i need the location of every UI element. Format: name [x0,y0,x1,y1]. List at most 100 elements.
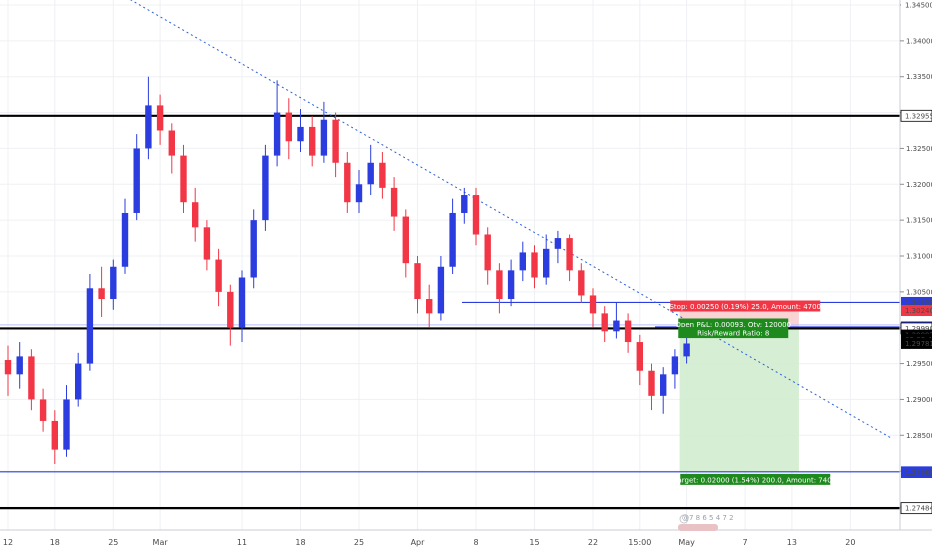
candle-body [613,320,620,332]
candle-body [414,263,421,300]
date-tick-label: 22 [588,538,598,547]
date-tick-label: 7 [743,538,748,547]
candle-body [28,356,35,400]
price-tick-label: 1.29500 [906,360,932,368]
candle-body [39,399,47,421]
price-tick-label: 1.30500 [906,288,932,296]
price-marker-box [901,305,932,317]
candle-body [402,216,409,264]
candle-body [636,342,643,371]
candle-body [344,162,351,203]
date-tick-label: 18 [50,538,60,547]
candle-body [203,227,211,260]
candle-body [624,320,632,343]
date-axis-background [0,530,900,550]
price-marker-label: 1.30240 [905,307,932,315]
date-tick-label: 13 [787,538,797,547]
candle-body [426,299,433,314]
candle-body [238,277,246,328]
candle-body [180,155,187,203]
price-marker-label: 1.30352 [905,299,932,307]
target-label-group: Target: 0.02000 (1.54%) 200.0, Amount: 7… [673,473,836,485]
candle-body [660,374,667,396]
date-tick-label: 20 [845,538,855,547]
price-tick-label: 1.28500 [906,432,932,440]
candle-body [578,270,585,296]
candle-body [110,266,117,300]
candle-body [496,270,503,300]
candle-body [472,195,480,235]
candle-body [16,356,23,375]
price-marker-label: 1.29990 [905,325,932,333]
stop-label-box [670,300,821,312]
price-marker-box [900,109,932,122]
price-tick-label: 1.32500 [906,145,932,153]
date-tick-label: Apr [411,538,426,547]
candle-body [273,112,281,156]
candle-body [227,291,234,328]
candle-body [168,130,175,156]
price-marker-box [901,0,932,11]
candle-body [332,119,339,163]
price-marker-label: 1.34500 [905,2,932,10]
candle-body [285,112,292,142]
risk-reward-label-group: Risk/Reward Ratio: 8 [678,327,789,339]
candle-body [133,148,140,213]
price-tick-label: 1.34000 [906,37,932,45]
candle-body [156,105,164,131]
price-marker-box [901,337,932,349]
candle-body [437,266,445,314]
price-marker-label: 1.29781 [905,340,932,348]
candle-body [86,288,94,364]
candle-body [531,252,538,278]
candle-body [484,234,491,271]
candle-body [589,295,597,314]
date-tick-label: 15:00 [628,538,651,547]
candle-body [215,259,222,292]
price-tick-label: 1.31000 [906,253,932,261]
candle-body [262,155,269,221]
candle-body [355,184,363,203]
target-label-box [680,473,831,485]
open-pnl-label-box [678,318,789,330]
price-tick-label: 1.29000 [906,396,932,404]
candle-body [461,195,468,213]
candle-body [250,220,257,278]
date-tick-label: 11 [237,538,247,547]
open-pnl-label: Open P&L: 0.00093, Qty: 120000 [675,321,791,329]
candle-body [192,202,199,228]
open-pnl-label-group: Open P&L: 0.00093, Qty: 120000 [675,318,791,330]
trendline [130,0,893,440]
candle-body [98,288,105,300]
candle-body [379,162,386,188]
candles-group [4,76,690,464]
candle-body [566,238,573,271]
candle-body [75,363,82,400]
watermark-icon [679,514,689,524]
target-zone [679,328,799,472]
price-marker-label: 1.27981 [905,469,932,477]
date-tick-label: 25 [108,538,118,547]
candle-body [309,126,316,156]
candle-body [543,248,550,278]
candle-body [683,343,690,357]
price-marker-box [901,467,932,479]
candle-body [297,126,304,142]
candle-body [320,119,328,156]
date-tick-label: May [678,538,695,547]
date-tick-label: 18 [295,538,305,547]
price-tick-label: 1.33500 [906,73,932,81]
stop-label-group: Stop: 0.00250 (0.19%) 25.0, Amount: 4700 [669,300,821,312]
stop-label: Stop: 0.00250 (0.19%) 25.0, Amount: 4700 [669,303,821,311]
price-tick-label: 1.31500 [906,217,932,225]
candle-body [51,420,58,450]
candle-body [671,356,679,375]
date-tick-label: Mar [153,538,169,547]
candle-body [145,105,152,149]
price-marker-box [900,502,932,515]
watermark-flag-icon [678,524,718,531]
price-axis-background [900,0,932,550]
candle-body [449,212,456,267]
